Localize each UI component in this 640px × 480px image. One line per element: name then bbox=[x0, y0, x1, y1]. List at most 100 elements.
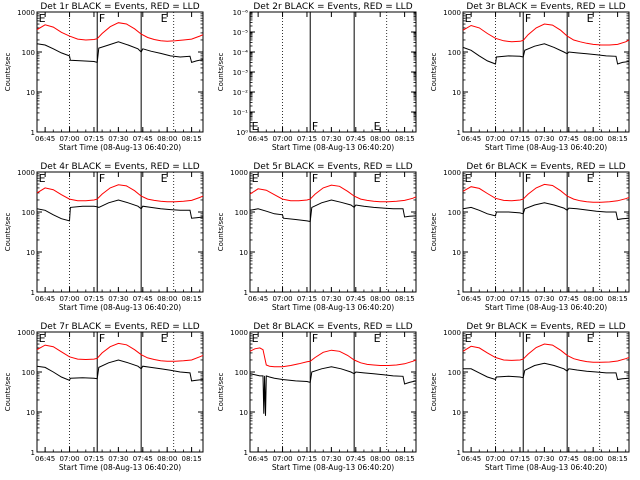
panel-title: Det 4r BLACK = Events, RED = LLD bbox=[40, 162, 199, 172]
x-axis-label-start-time: (08-Aug-13 06:40:20) bbox=[311, 303, 394, 312]
x-axis-label: Start Time (08-Aug-13 06:40:20) bbox=[59, 143, 181, 152]
x-tick-label: 06:45 bbox=[461, 295, 481, 303]
y-tick-label: 1 bbox=[31, 449, 35, 457]
x-tick-label: 06:45 bbox=[35, 295, 55, 303]
plot-frame bbox=[36, 331, 204, 453]
y-axis-label: Counts/sec bbox=[4, 213, 12, 252]
panel-det-9: Det 9r BLACK = Events, RED = LLD Counts/s… bbox=[430, 322, 630, 472]
y-tick-label: 10 bbox=[452, 89, 461, 97]
y-tick-label: 1000 bbox=[230, 329, 248, 337]
y-tick-label: 10 bbox=[26, 409, 35, 417]
series-events-line bbox=[249, 366, 417, 416]
y-tick-label: 10 bbox=[26, 89, 35, 97]
x-tick-label: 06:45 bbox=[35, 455, 55, 463]
x-tick-label: 07:30 bbox=[321, 135, 341, 143]
region-marker-f: F bbox=[525, 12, 531, 25]
x-tick-label: 07:30 bbox=[108, 135, 128, 143]
panel-title: Det 3r BLACK = Events, RED = LLD bbox=[466, 2, 625, 12]
x-tick-label: 06:45 bbox=[35, 135, 55, 143]
x-axis-label: Start Time (08-Aug-13 06:40:20) bbox=[59, 463, 181, 472]
x-axis-label: Start Time (08-Aug-13 06:40:20) bbox=[485, 463, 607, 472]
x-axis-label-prefix: Start Time bbox=[272, 143, 311, 152]
panel-det-8: Det 8r BLACK = Events, RED = LLD Counts/s… bbox=[217, 322, 417, 472]
y-tick-label: 100 bbox=[448, 49, 461, 57]
x-tick-label: 06:45 bbox=[248, 135, 268, 143]
y-tick-label: 1000 bbox=[443, 329, 461, 337]
x-tick-label: 08:00 bbox=[370, 135, 390, 143]
x-tick-label: 07:00 bbox=[272, 455, 292, 463]
x-axis-label-prefix: Start Time bbox=[59, 143, 98, 152]
series-events-line bbox=[36, 359, 204, 382]
plot-frame bbox=[249, 11, 417, 133]
series-events-line bbox=[463, 362, 630, 381]
series-events-line bbox=[462, 202, 630, 221]
y-tick-label: 100 bbox=[448, 369, 461, 377]
x-axis-label-prefix: Start Time bbox=[485, 143, 524, 152]
y-tick-label: 1 bbox=[457, 449, 461, 457]
region-marker-e: E bbox=[252, 332, 259, 345]
x-tick-label: 08:15 bbox=[608, 295, 628, 303]
x-tick-label: 07:00 bbox=[272, 295, 292, 303]
y-tick-label: 1000 bbox=[230, 169, 248, 177]
y-tick-label: 1 bbox=[244, 289, 248, 297]
y-tick-label: 100 bbox=[448, 209, 461, 217]
x-tick-label: 07:45 bbox=[559, 455, 579, 463]
x-axis-label: Start Time (08-Aug-13 06:40:20) bbox=[59, 303, 181, 312]
x-axis-label: Start Time (08-Aug-13 06:40:20) bbox=[272, 303, 394, 312]
x-tick-label: 07:00 bbox=[485, 455, 505, 463]
region-marker-e: E bbox=[161, 12, 168, 25]
x-tick-label: 08:00 bbox=[583, 455, 603, 463]
x-axis-label-start-time: (08-Aug-13 06:40:20) bbox=[524, 303, 607, 312]
x-axis-label: Start Time (08-Aug-13 06:40:20) bbox=[272, 463, 394, 472]
x-axis-label-prefix: Start Time bbox=[485, 303, 524, 312]
y-tick-label: 10 bbox=[239, 409, 248, 417]
region-marker-e: E bbox=[374, 332, 381, 345]
series-lld-line bbox=[36, 22, 204, 42]
panel-title: Det 8r BLACK = Events, RED = LLD bbox=[253, 322, 412, 332]
y-axis-label: Counts/sec bbox=[4, 373, 12, 412]
y-tick-label: 10⁻¹ bbox=[233, 109, 249, 117]
region-marker-e: E bbox=[252, 120, 259, 133]
x-tick-label: 07:30 bbox=[108, 295, 128, 303]
x-tick-label: 07:45 bbox=[346, 295, 366, 303]
plot-frame bbox=[36, 171, 204, 293]
y-tick-label: 1000 bbox=[443, 169, 461, 177]
x-axis-label-prefix: Start Time bbox=[59, 303, 98, 312]
x-tick-label: 08:00 bbox=[370, 295, 390, 303]
region-marker-e: E bbox=[39, 12, 46, 25]
y-tick-label: 100 bbox=[235, 209, 248, 217]
panel-det-2: Det 2r BLACK = Events, RED = LLD Counts/s… bbox=[217, 2, 417, 152]
x-axis-label-start-time: (08-Aug-13 06:40:20) bbox=[524, 143, 607, 152]
y-tick-label: 10 bbox=[452, 409, 461, 417]
region-marker-f: F bbox=[99, 172, 105, 185]
y-tick-label: 10⁻⁶ bbox=[233, 9, 249, 17]
y-axis-label: Counts/sec bbox=[217, 373, 225, 412]
x-tick-label: 07:00 bbox=[59, 295, 79, 303]
x-tick-label: 07:30 bbox=[108, 455, 128, 463]
region-marker-f: F bbox=[312, 332, 318, 345]
y-tick-label: 1 bbox=[457, 129, 461, 137]
x-tick-label: 07:30 bbox=[534, 455, 554, 463]
x-tick-label: 07:45 bbox=[133, 135, 153, 143]
x-tick-label: 07:15 bbox=[297, 455, 317, 463]
region-marker-e: E bbox=[587, 12, 594, 25]
y-tick-label: 100 bbox=[235, 369, 248, 377]
y-tick-label: 1 bbox=[244, 449, 248, 457]
x-tick-label: 06:45 bbox=[248, 455, 268, 463]
x-tick-label: 07:45 bbox=[346, 455, 366, 463]
region-marker-e: E bbox=[465, 332, 472, 345]
x-tick-label: 07:15 bbox=[84, 295, 104, 303]
x-axis-label: Start Time (08-Aug-13 06:40:20) bbox=[485, 303, 607, 312]
series-events-line bbox=[36, 41, 204, 64]
x-tick-label: 07:30 bbox=[321, 295, 341, 303]
x-tick-label: 08:00 bbox=[583, 295, 603, 303]
y-axis-label: Counts/sec bbox=[217, 53, 225, 92]
panel-title: Det 6r BLACK = Events, RED = LLD bbox=[466, 162, 625, 172]
x-axis-label-start-time: (08-Aug-13 06:40:20) bbox=[98, 143, 181, 152]
y-tick-label: 10⁰ bbox=[236, 129, 248, 137]
x-tick-label: 08:00 bbox=[583, 135, 603, 143]
x-tick-label: 08:00 bbox=[157, 295, 177, 303]
series-events-line bbox=[36, 199, 204, 222]
x-tick-label: 06:45 bbox=[248, 295, 268, 303]
y-tick-label: 10 bbox=[239, 249, 248, 257]
